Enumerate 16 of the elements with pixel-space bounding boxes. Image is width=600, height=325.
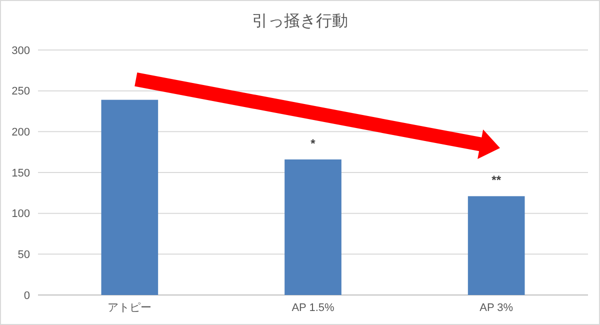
x-tick-label: AP 3% (480, 302, 514, 314)
y-tick-label: 250 (12, 86, 30, 98)
bar (101, 100, 158, 295)
annotation: * (310, 136, 316, 150)
x-tick-label: アトピー (108, 302, 152, 314)
annotation: ** (492, 173, 502, 188)
chart-title: 引っ掻き行動 (252, 13, 348, 30)
y-tick-label: 100 (12, 208, 30, 220)
y-tick-label: 0 (24, 290, 30, 302)
y-tick-label: 150 (12, 167, 30, 180)
y-tick-label: 50 (18, 249, 30, 262)
bar (284, 159, 342, 295)
y-tick-label: 300 (12, 44, 30, 57)
x-tick-label: AP 1.5% (292, 302, 335, 314)
bar (468, 196, 525, 295)
y-tick-label: 200 (12, 126, 30, 139)
